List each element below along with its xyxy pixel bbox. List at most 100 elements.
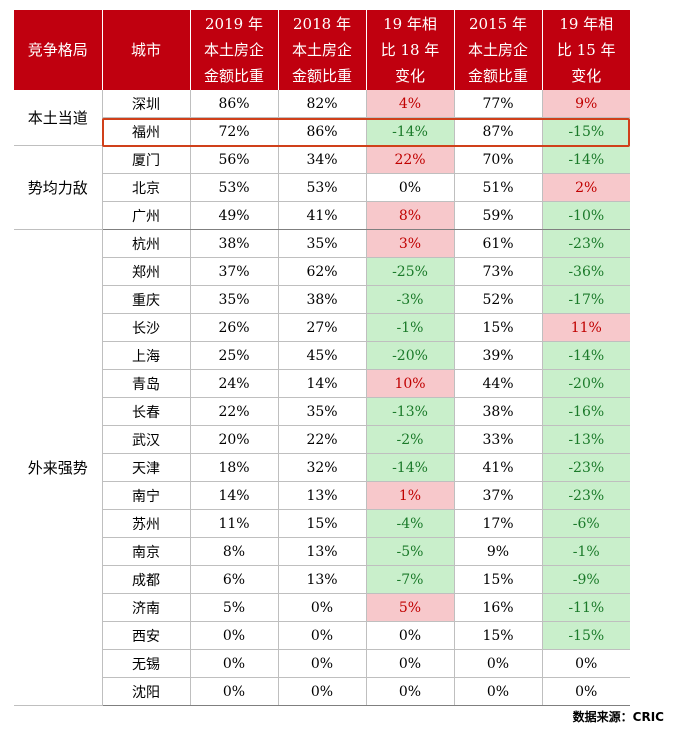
- header-2019-share: 2019 年本土房企 金额比重: [189, 10, 278, 90]
- cell-y2018: 35%: [277, 397, 366, 426]
- table-row: 南宁 14% 13% 1% 37% -23%: [14, 481, 630, 510]
- cell-y2015: 59%: [453, 201, 542, 230]
- cell-city: 福州: [101, 117, 190, 146]
- cell-y2018: 32%: [277, 453, 366, 482]
- cell-chg15: 2%: [541, 173, 630, 202]
- cell-city: 无锡: [101, 649, 190, 678]
- cell-city: 南京: [101, 537, 190, 566]
- cell-city: 苏州: [101, 509, 190, 538]
- header-competition: 竞争格局: [14, 10, 102, 90]
- table-row: 天津 18% 32% -14% 41% -23%: [14, 453, 630, 482]
- cell-city: 南宁: [101, 481, 190, 510]
- cell-y2018: 13%: [277, 481, 366, 510]
- cell-chg15: -14%: [541, 145, 630, 174]
- cell-chg18: 4%: [365, 90, 454, 118]
- cell-y2018: 27%: [277, 313, 366, 342]
- cell-y2015: 44%: [453, 369, 542, 398]
- cell-city: 广州: [101, 201, 190, 230]
- cell-chg18: -1%: [365, 313, 454, 342]
- cell-chg15: -15%: [541, 621, 630, 650]
- cell-chg15: -11%: [541, 593, 630, 622]
- cell-chg18: -25%: [365, 257, 454, 286]
- cell-chg18: 0%: [365, 621, 454, 650]
- cell-y2015: 0%: [453, 677, 542, 706]
- header-2015-share: 2015 年本土房企 金额比重: [453, 10, 542, 90]
- table-row: 福州 72% 86% -14% 87% -15%: [14, 117, 630, 146]
- group-label: 外来强势: [14, 229, 102, 706]
- cell-y2019: 24%: [189, 369, 278, 398]
- cell-chg15: -10%: [541, 201, 630, 230]
- cell-city: 重庆: [101, 285, 190, 314]
- cell-chg15: -23%: [541, 229, 630, 258]
- table-row: 南京 8% 13% -5% 9% -1%: [14, 537, 630, 566]
- cell-y2015: 15%: [453, 313, 542, 342]
- header-2018-share: 2018 年本土房企 金额比重: [277, 10, 366, 90]
- group-label: 势均力敌: [14, 145, 102, 230]
- group-label: 本土当道: [14, 90, 102, 146]
- cell-y2015: 15%: [453, 565, 542, 594]
- table-row: 势均力敌 厦门 56% 34% 22% 70% -14%: [14, 145, 630, 230]
- cell-chg15: -17%: [541, 285, 630, 314]
- table-row: 本土当道 深圳 86% 82% 4% 77% 9%: [14, 90, 630, 146]
- cell-city: 武汉: [101, 425, 190, 454]
- cell-y2018: 0%: [277, 621, 366, 650]
- table-row: 无锡 0% 0% 0% 0% 0%: [14, 649, 630, 678]
- header-city: 城市: [101, 10, 190, 90]
- cell-y2019: 38%: [189, 229, 278, 258]
- cell-y2015: 0%: [453, 649, 542, 678]
- cell-y2018: 13%: [277, 565, 366, 594]
- table-row: 苏州 11% 15% -4% 17% -6%: [14, 509, 630, 538]
- cell-chg18: -13%: [365, 397, 454, 426]
- cell-y2015: 16%: [453, 593, 542, 622]
- cell-y2019: 25%: [189, 341, 278, 370]
- cell-chg15: -36%: [541, 257, 630, 286]
- cell-chg18: 0%: [365, 649, 454, 678]
- cell-y2015: 37%: [453, 481, 542, 510]
- table-row: 成都 6% 13% -7% 15% -9%: [14, 565, 630, 594]
- cell-chg18: -5%: [365, 537, 454, 566]
- table-row: 长沙 26% 27% -1% 15% 11%: [14, 313, 630, 342]
- cell-y2015: 38%: [453, 397, 542, 426]
- header-row: 竞争格局 城市 2019 年本土房企 金额比重 2018 年本土房企 金额比重 19…: [14, 10, 630, 90]
- cell-city: 杭州: [101, 229, 190, 258]
- cell-city: 沈阳: [101, 677, 190, 706]
- cell-city: 长春: [101, 397, 190, 426]
- cell-y2015: 39%: [453, 341, 542, 370]
- cell-y2015: 73%: [453, 257, 542, 286]
- cell-chg18: -20%: [365, 341, 454, 370]
- cell-y2015: 87%: [453, 117, 542, 146]
- cell-chg18: -2%: [365, 425, 454, 454]
- cell-y2015: 61%: [453, 229, 542, 258]
- cell-y2019: 53%: [189, 173, 278, 202]
- cell-y2015: 70%: [453, 145, 542, 174]
- cell-chg18: 3%: [365, 229, 454, 258]
- cell-chg15: 11%: [541, 313, 630, 342]
- cell-chg15: -1%: [541, 537, 630, 566]
- cell-y2019: 0%: [189, 621, 278, 650]
- cell-y2019: 37%: [189, 257, 278, 286]
- cell-city: 成都: [101, 565, 190, 594]
- cell-y2018: 22%: [277, 425, 366, 454]
- table-row: 广州 49% 41% 8% 59% -10%: [14, 201, 630, 230]
- cell-y2019: 22%: [189, 397, 278, 426]
- cell-y2019: 72%: [189, 117, 278, 146]
- cell-chg18: 8%: [365, 201, 454, 230]
- cell-city: 济南: [101, 593, 190, 622]
- cell-y2018: 34%: [277, 145, 366, 174]
- cell-city: 北京: [101, 173, 190, 202]
- cell-y2019: 8%: [189, 537, 278, 566]
- cell-city: 长沙: [101, 313, 190, 342]
- cell-y2018: 35%: [277, 229, 366, 258]
- cell-y2018: 38%: [277, 285, 366, 314]
- cell-y2018: 15%: [277, 509, 366, 538]
- table-row: 郑州 37% 62% -25% 73% -36%: [14, 257, 630, 286]
- cell-y2018: 0%: [277, 677, 366, 706]
- cell-city: 西安: [101, 621, 190, 650]
- cell-y2019: 5%: [189, 593, 278, 622]
- cell-y2019: 49%: [189, 201, 278, 230]
- cell-chg15: -13%: [541, 425, 630, 454]
- cell-y2015: 15%: [453, 621, 542, 650]
- cell-chg18: -3%: [365, 285, 454, 314]
- cell-y2018: 13%: [277, 537, 366, 566]
- cell-y2015: 33%: [453, 425, 542, 454]
